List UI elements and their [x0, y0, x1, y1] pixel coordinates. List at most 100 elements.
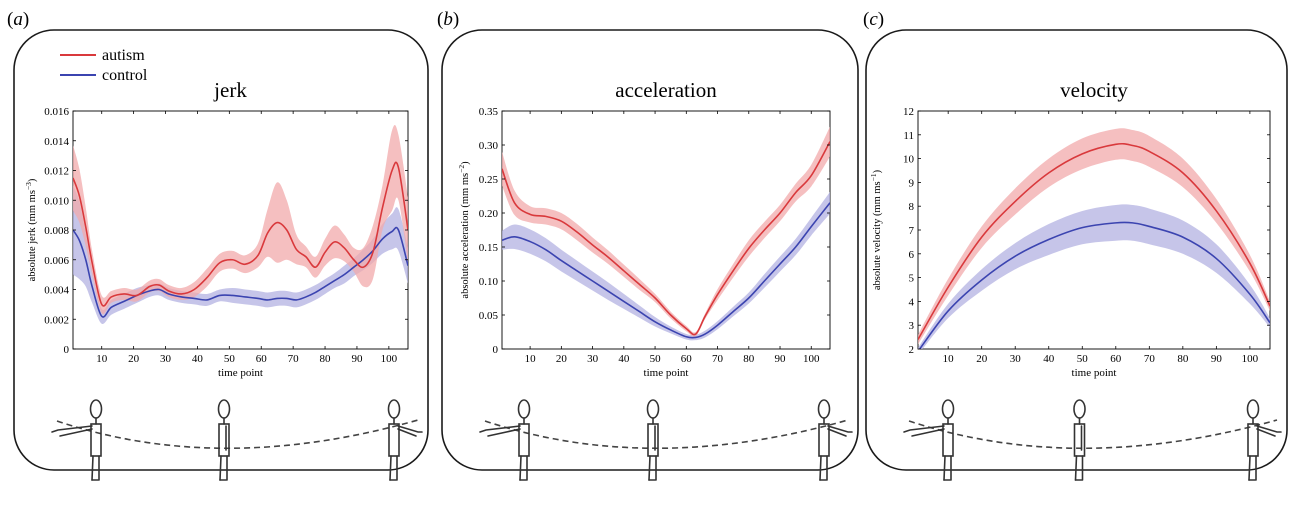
chart-title: velocity — [1060, 78, 1128, 102]
y-tick-label: 0.016 — [44, 106, 69, 118]
stick-figure-torso — [818, 423, 830, 457]
movement-trajectory — [908, 419, 1278, 450]
control-series-line — [918, 221, 1270, 349]
legend-label-autism: autism — [102, 47, 145, 64]
stick-figure-torso — [388, 423, 400, 457]
x-tick-label: 40 — [192, 353, 204, 365]
stick-figure — [903, 399, 955, 481]
stick-figure-head — [646, 399, 660, 419]
x-tick-label: 90 — [1211, 353, 1223, 365]
panel-label: (c) — [863, 9, 884, 30]
x-tick-label: 60 — [681, 353, 693, 365]
x-tick-label: 50 — [224, 353, 236, 365]
stick-figure — [1073, 399, 1086, 481]
stick-figure-torso — [90, 423, 102, 457]
stick-figure-leg — [648, 455, 651, 481]
x-tick-label: 100 — [381, 353, 398, 365]
stick-figure-torso — [518, 423, 530, 457]
x-tick-label: 90 — [775, 353, 787, 365]
y-tick-label: 0.012 — [44, 166, 69, 178]
x-tick-label: 10 — [96, 353, 108, 365]
panel-label: (a) — [7, 9, 29, 30]
stick-figure-arm — [479, 425, 521, 433]
y-tick-label: 0 — [64, 344, 70, 356]
stick-figure-arm — [487, 428, 521, 437]
y-tick-label: 0.014 — [44, 136, 69, 148]
x-tick-label: 20 — [128, 353, 140, 365]
stick-figure — [817, 399, 853, 481]
x-tick-label: 70 — [1144, 353, 1156, 365]
y-axis-label: absolute acceleration (mm ms−2) — [457, 161, 472, 299]
stick-figure-head — [1073, 399, 1086, 419]
y-tick-label: 0.35 — [479, 106, 499, 118]
x-tick-label: 100 — [803, 353, 820, 365]
x-tick-label: 80 — [1177, 353, 1189, 365]
plot-layer — [73, 125, 408, 325]
x-tick-label: 60 — [256, 353, 268, 365]
y-tick-label: 0.05 — [479, 310, 499, 322]
x-tick-label: 30 — [1010, 353, 1022, 365]
stick-figure-head — [387, 399, 401, 419]
y-tick-label: 7 — [909, 225, 915, 237]
y-tick-label: 2 — [909, 344, 915, 356]
x-tick-label: 10 — [943, 353, 955, 365]
stick-figure-head — [89, 399, 103, 419]
y-tick-label: 9 — [909, 177, 915, 189]
stick-figure-torso — [1247, 423, 1259, 457]
stick-figure-torso — [218, 423, 230, 457]
stick-figure — [1246, 399, 1282, 481]
x-tick-label: 20 — [556, 353, 568, 365]
stick-figure-arm — [827, 425, 853, 433]
control-error-band — [918, 204, 1270, 349]
stick-figure-head — [941, 399, 955, 419]
movement-trajectory — [56, 419, 419, 450]
stick-figure-leg — [1248, 455, 1251, 481]
x-tick-label: 30 — [587, 353, 599, 365]
y-tick-label: 8 — [909, 201, 915, 213]
stick-figure-head — [817, 399, 831, 419]
x-tick-label: 70 — [712, 353, 724, 365]
stick-figure — [387, 399, 423, 481]
stick-figure-torso — [942, 423, 954, 457]
x-axis-label: time point — [218, 367, 263, 379]
plot-layer — [502, 126, 830, 341]
stick-figure-arm — [1256, 425, 1282, 433]
legend-label-control: control — [102, 67, 148, 84]
x-tick-label: 80 — [743, 353, 755, 365]
x-tick-label: 20 — [976, 353, 988, 365]
stick-figure-leg — [91, 455, 94, 481]
autism-series-line — [502, 141, 830, 336]
y-tick-label: 0 — [493, 344, 499, 356]
movement-trajectory — [484, 419, 849, 450]
stick-figure-arm — [1256, 428, 1276, 437]
legend: autism control — [60, 47, 148, 84]
plot-area — [72, 110, 409, 350]
control-series-line — [73, 226, 408, 318]
y-axis-label: absolute velocity (mm ms−1) — [869, 169, 884, 290]
chart-panel-b: (b) acceleration 10 20 30 40 50 60 70 80 90 100 0 0.0… — [437, 9, 859, 481]
y-tick-label: 3 — [909, 320, 915, 332]
y-tick-label: 0.004 — [44, 285, 69, 297]
y-tick-label: 0.002 — [44, 314, 69, 326]
x-tick-label: 40 — [618, 353, 630, 365]
stick-figure-leg — [1074, 455, 1078, 481]
plot-layer — [918, 128, 1270, 349]
x-tick-label: 60 — [1110, 353, 1122, 365]
panel-label: (b) — [437, 9, 459, 30]
autism-error-band — [502, 126, 830, 337]
stick-figure-arm — [59, 428, 93, 437]
x-axis-label: time point — [644, 367, 689, 379]
stick-figure — [217, 399, 231, 481]
stick-figure-torso — [647, 423, 659, 457]
stick-figure-head — [517, 399, 531, 419]
y-tick-label: 5 — [909, 273, 915, 285]
chart-panel-c: (c) velocity 10 20 30 40 50 60 70 80 90 100 2 3 4 5 6 7 8 9… — [863, 9, 1288, 481]
stick-figure-arm — [51, 425, 93, 433]
y-tick-label: 6 — [909, 249, 915, 261]
stick-figure-leg — [219, 455, 222, 481]
chart-panel-a: (a) jerk 10 20 30 40 50 60 70 80 90 100 0 0.002 0.004 0… — [7, 9, 429, 481]
x-tick-label: 100 — [1242, 353, 1259, 365]
stick-figure-arm — [397, 425, 423, 433]
x-tick-label: 10 — [525, 353, 537, 365]
